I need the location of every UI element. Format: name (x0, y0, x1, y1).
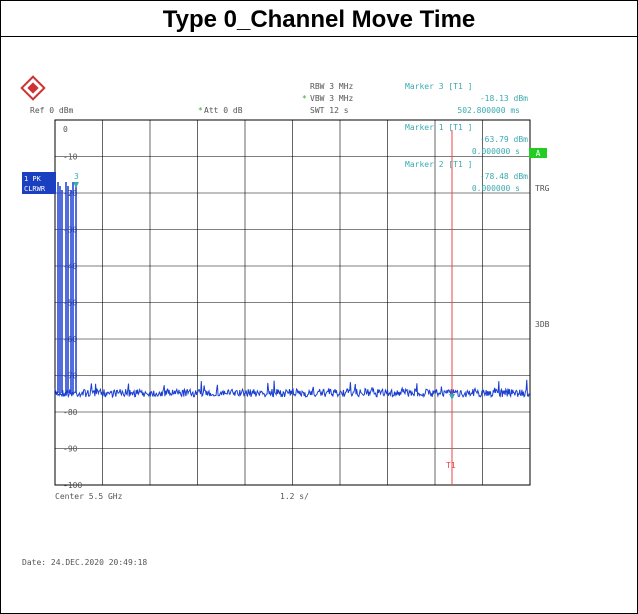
marker-level: -18.13 dBm (480, 94, 528, 103)
center: Center 5.5 GHz (55, 492, 123, 501)
logo (20, 75, 46, 101)
y-label: -80 (63, 408, 78, 417)
title: Type 0_Channel Move Time (163, 6, 476, 33)
three-db: 3DB (535, 320, 550, 329)
marker-3 (73, 182, 79, 188)
marker-t1: T1 (446, 461, 456, 470)
trg: TRG (535, 184, 550, 193)
ref: Ref 0 dBm (30, 106, 74, 115)
marker-level: -63.79 dBm (480, 135, 528, 144)
marker-3-label: 3 (74, 172, 79, 181)
a-box (529, 148, 547, 158)
vbw: VBW 3 MHz (310, 94, 354, 103)
marker-label: Marker 1 [T1 ] (405, 123, 472, 132)
span: 1.2 s/ (280, 492, 309, 501)
marker-time: 502.800000 ms (457, 106, 520, 115)
att: Att 0 dB (204, 106, 243, 115)
marker-time: 0.000000 s (472, 184, 520, 193)
marker-label: Marker 3 [T1 ] (405, 82, 472, 91)
y-label: -100 (63, 481, 82, 490)
att-star: * (198, 106, 203, 115)
marker-label: Marker 2 [T1 ] (405, 160, 472, 169)
vbw-star: * (302, 94, 307, 103)
marker-level: -78.48 dBm (480, 172, 528, 181)
y-label: 0 (63, 125, 68, 134)
swt: SWT 12 s (310, 106, 349, 115)
y-label: -10 (63, 153, 78, 162)
trace (54, 379, 531, 399)
trace-mode: CLRWR (24, 185, 46, 193)
trace-label: 1 PK (24, 175, 42, 183)
trace-box (22, 172, 56, 194)
rbw: RBW 3 MHz (310, 82, 354, 91)
marker-2 (449, 394, 455, 400)
marker-time: 0.000000 s (472, 147, 520, 156)
y-label: -90 (63, 445, 78, 454)
date: Date: 24.DEC.2020 20:49:18 (22, 558, 147, 567)
a-label: A (536, 149, 541, 158)
